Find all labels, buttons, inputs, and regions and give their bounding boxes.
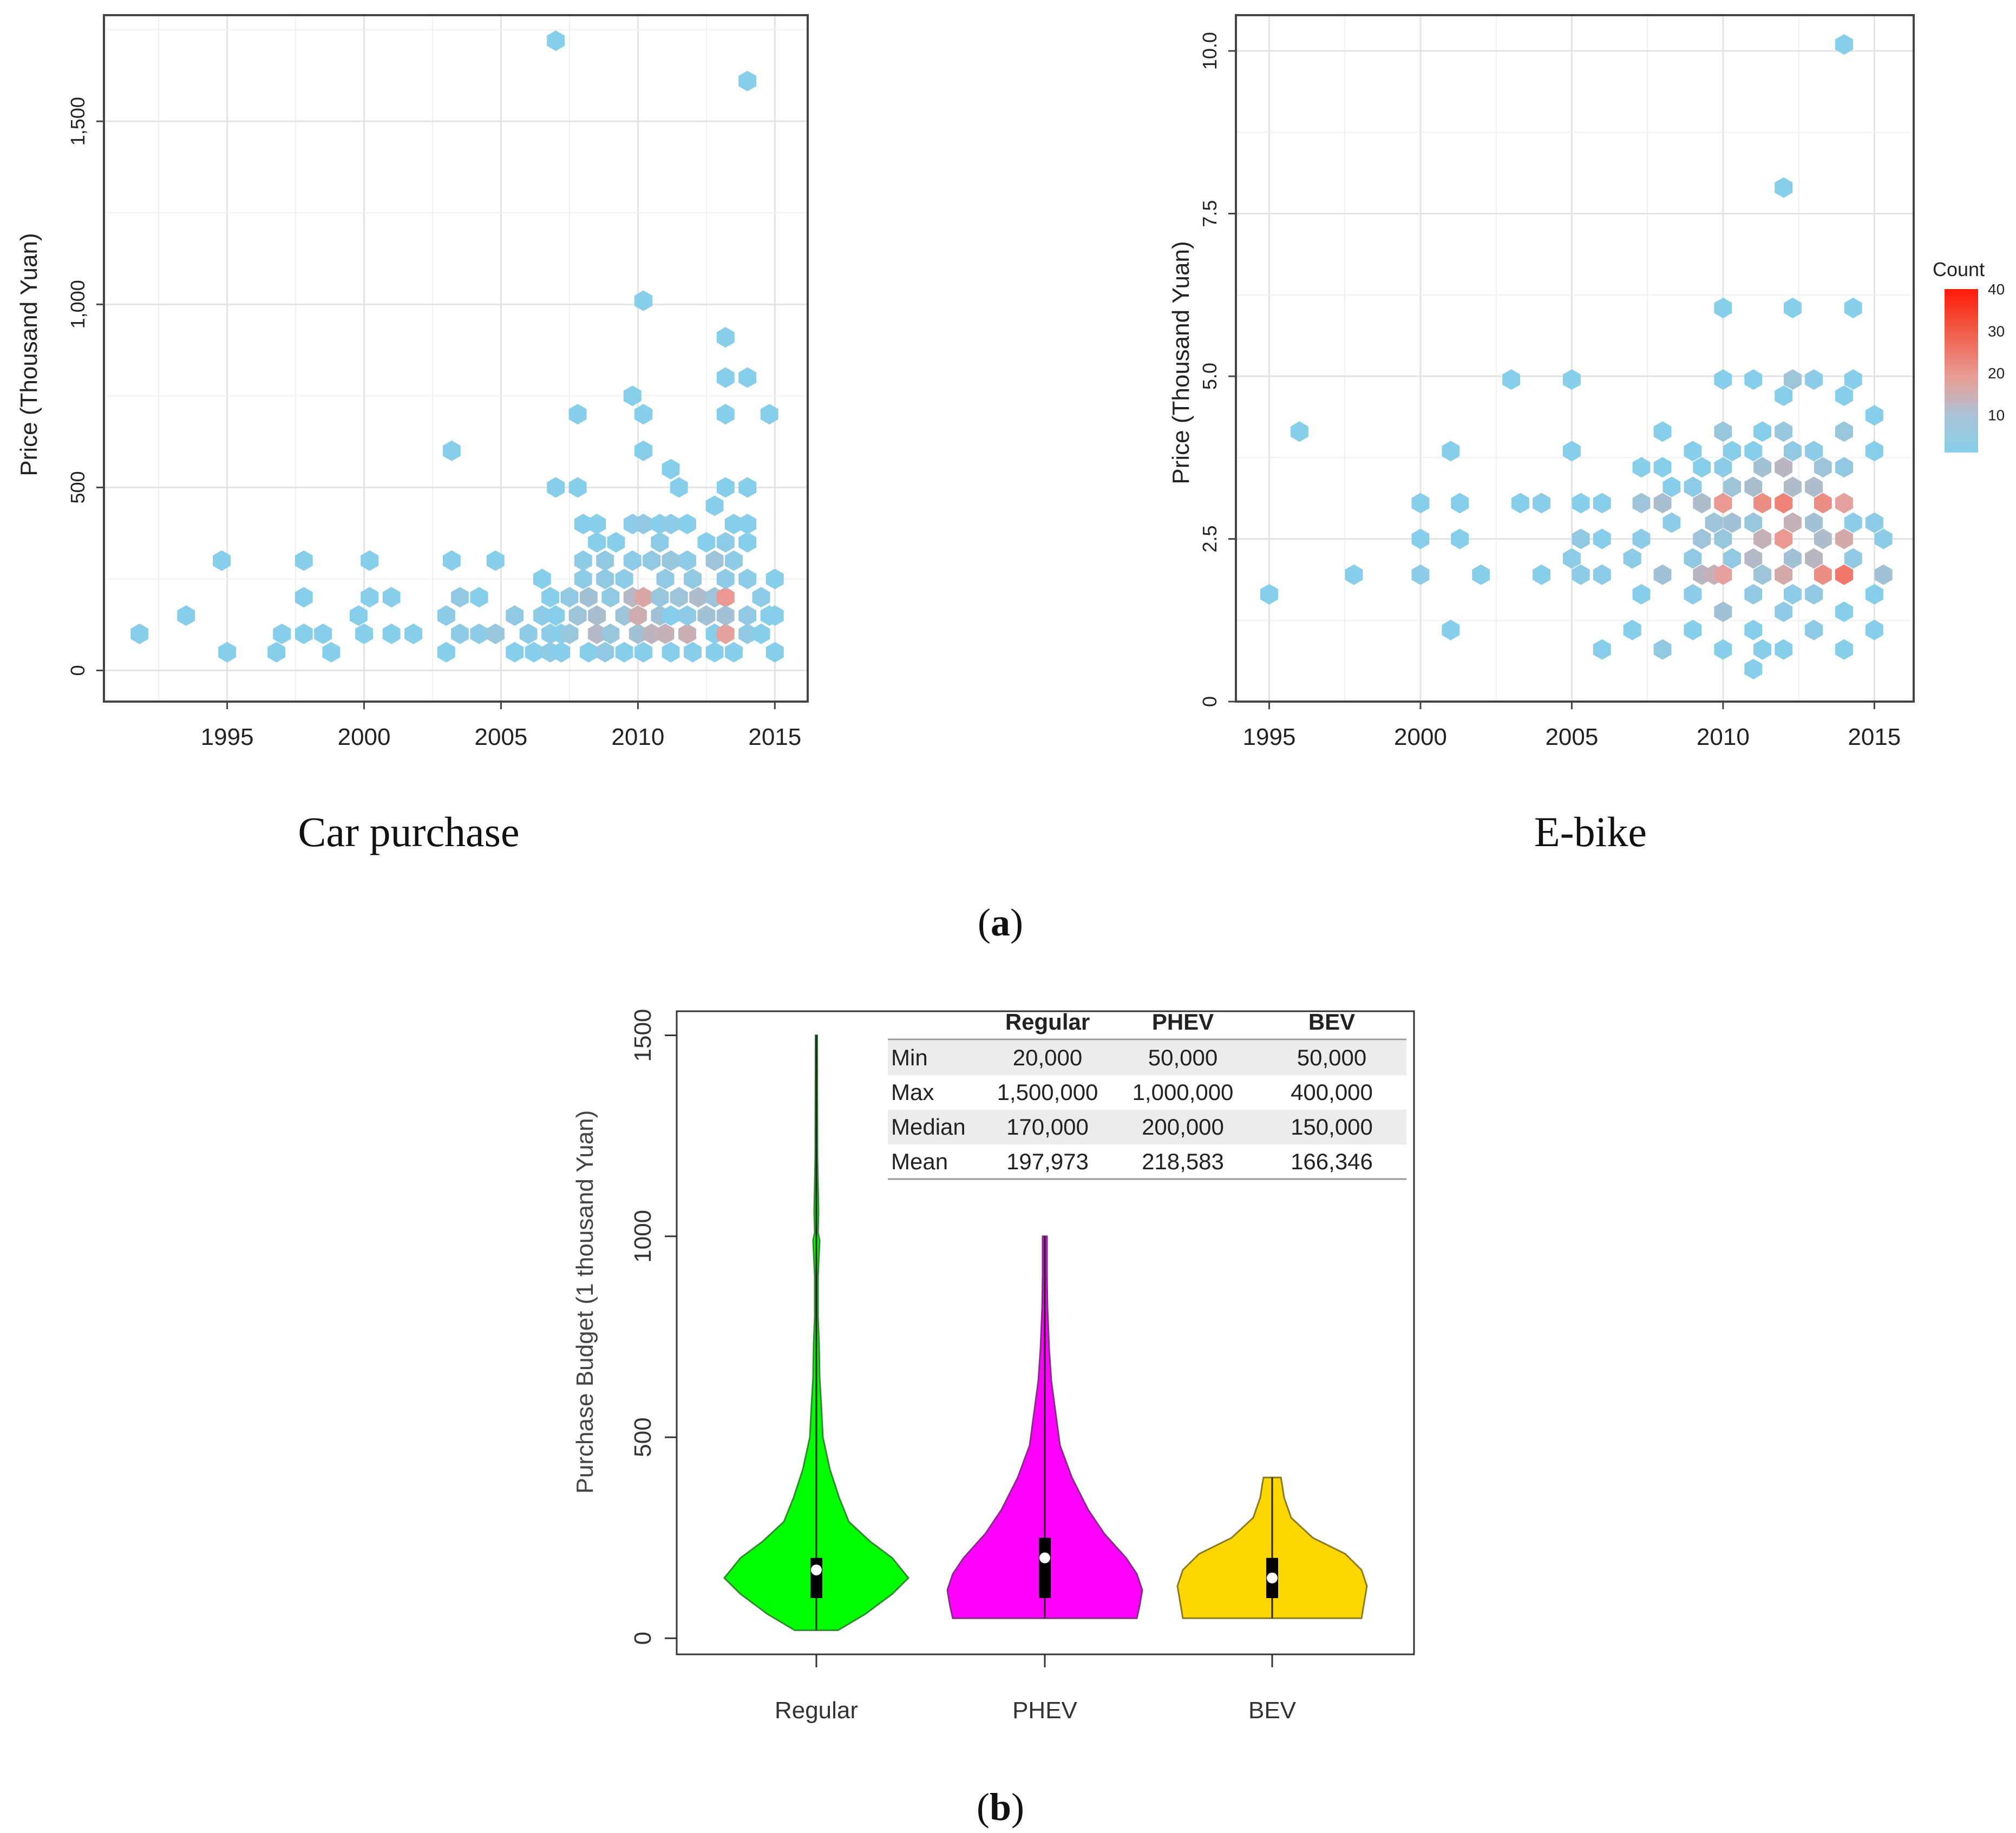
legend-tick-label: 20 — [1988, 365, 2005, 382]
ebike-ytick-label: 0 — [1199, 696, 1221, 707]
violin-median-bev — [1267, 1573, 1278, 1583]
table-col-header: BEV — [1308, 1009, 1355, 1035]
legend-title: Count — [1933, 258, 1985, 280]
violin-x-axis: Regular PHEV BEV — [775, 1654, 1297, 1724]
table-row-label: Median — [891, 1114, 966, 1140]
legend-tick-label: 40 — [1988, 281, 2005, 298]
table-row-label: Max — [891, 1079, 934, 1105]
car-ytick-label: 1,500 — [67, 97, 89, 146]
violin-ytick-label: 1500 — [630, 1009, 656, 1062]
table-cell: 166,346 — [1291, 1149, 1373, 1174]
table-cell: 200,000 — [1142, 1114, 1224, 1140]
car-xtick-label: 2010 — [611, 724, 664, 750]
car-ytick-label: 1,000 — [67, 280, 89, 329]
ebike-x-axis: 1995 2000 2005 2010 2015 — [1243, 702, 1901, 750]
violin-y-axis: 0 500 1000 1500 — [630, 1009, 677, 1645]
car-ytick-label: 0 — [67, 665, 89, 676]
violin-box-phev — [1039, 1538, 1051, 1598]
legend-colorbar — [1945, 289, 1978, 453]
car-purchase-hexbin-chart: 1995 2000 2005 2010 2015 0 500 1,000 1,500 Pric… — [16, 15, 808, 855]
table-col-header: Regular — [1005, 1009, 1090, 1035]
ebike-xtick-label: 2010 — [1697, 724, 1750, 750]
ebike-xtick-label: 2000 — [1394, 724, 1447, 750]
panel-b-label: (b) — [977, 1785, 1024, 1829]
table-cell: 400,000 — [1291, 1079, 1373, 1105]
violin-median-phev — [1039, 1553, 1050, 1563]
legend-ticks: 40 30 20 10 — [1978, 281, 2005, 423]
table-cell: 1,000,000 — [1133, 1079, 1234, 1105]
legend-tick-label: 10 — [1988, 407, 2005, 423]
car-xtick-label: 2000 — [338, 724, 391, 750]
table-row-label: Mean — [891, 1149, 948, 1174]
car-ytick-label: 500 — [67, 471, 89, 503]
table-cell: 20,000 — [1013, 1045, 1082, 1070]
panel-a-label: (a) — [978, 901, 1023, 944]
table-cell: 50,000 — [1297, 1045, 1366, 1070]
violin-ytick-label: 0 — [630, 1632, 656, 1645]
violin-ytick-label: 500 — [630, 1417, 656, 1457]
car-xtick-label: 2015 — [748, 724, 801, 750]
car-xtick-label: 2005 — [475, 724, 528, 750]
car-y-axis-title: Price (Thousand Yuan) — [16, 233, 42, 476]
ebike-xtick-label: 2005 — [1545, 724, 1598, 750]
figure-canvas: 1995 2000 2005 2010 2015 05001,0001,500 Pric… — [0, 0, 2016, 1833]
ebike-y-axis: 0 2.5 5.0 7.5 10.0 — [1199, 32, 1236, 707]
car-y-axis: 0 500 1,000 1,500 — [67, 97, 104, 676]
table-cell: 50,000 — [1148, 1045, 1218, 1070]
ebike-ytick-label: 10.0 — [1199, 32, 1221, 70]
ebike-hexbin-chart: 1995 2000 2005 2010 2015 0 2.5 5.0 7.5 10.0 Pric… — [1168, 15, 1914, 855]
ebike-ytick-label: 2.5 — [1199, 526, 1221, 553]
car-caption: Car purchase — [298, 808, 519, 855]
violin-xtick-label: PHEV — [1012, 1697, 1077, 1724]
table-col-header: PHEV — [1152, 1009, 1214, 1035]
car-x-axis: 1995 2000 2005 2010 2015 — [201, 702, 802, 750]
table-cell: 197,973 — [1006, 1149, 1089, 1174]
violin-ytick-label: 1000 — [630, 1210, 656, 1263]
table-cell: 150,000 — [1291, 1114, 1373, 1140]
car-xtick-label: 1995 — [201, 724, 254, 750]
violin-y-axis-title: Purchase Budget (1 thousand Yuan) — [572, 1110, 598, 1494]
ebike-xtick-label: 1995 — [1243, 724, 1296, 750]
ebike-ytick-label: 5.0 — [1199, 363, 1221, 390]
table-row-label: Min — [891, 1045, 928, 1070]
ebike-caption: E-bike — [1534, 808, 1647, 855]
legend-tick-label: 30 — [1988, 323, 2005, 339]
ebike-xtick-label: 2015 — [1848, 724, 1901, 750]
ebike-ytick-label: 7.5 — [1199, 200, 1221, 227]
violin-median-regular — [811, 1564, 822, 1575]
count-legend: Count 40 30 20 10 — [1933, 258, 2005, 453]
violin-xtick-label: Regular — [775, 1697, 858, 1724]
purchase-budget-violin-chart: 0 500 1000 1500 Regular PHEV BEV Purchase Bud… — [572, 1009, 1414, 1724]
ebike-y-axis-title: Price (Thousand Yuan) — [1168, 241, 1194, 484]
violin-box-regular — [810, 1558, 822, 1598]
violin-xtick-label: BEV — [1248, 1697, 1297, 1724]
table-cell: 170,000 — [1006, 1114, 1089, 1140]
table-cell: 1,500,000 — [997, 1079, 1098, 1105]
table-cell: 218,583 — [1142, 1149, 1224, 1174]
